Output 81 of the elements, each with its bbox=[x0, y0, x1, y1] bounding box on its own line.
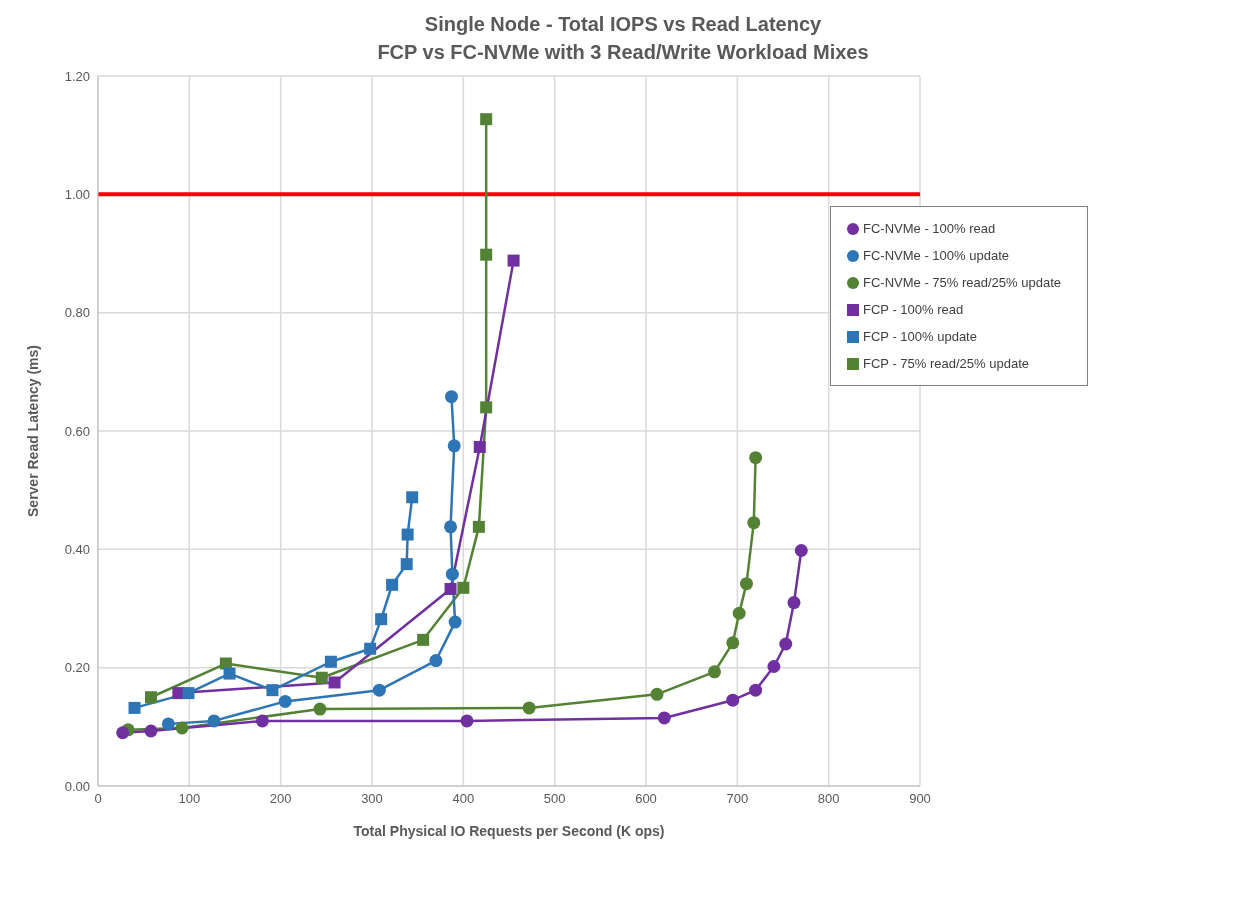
y-axis-title: Server Read Latency (ms) bbox=[24, 345, 41, 517]
point bbox=[313, 702, 327, 716]
point bbox=[144, 724, 158, 738]
y-tick-label: 1.00 bbox=[64, 186, 90, 202]
chart-title: Single Node - Total IOPS vs Read Latency bbox=[423, 12, 823, 37]
x-tick-label: 100 bbox=[178, 791, 201, 807]
point bbox=[747, 516, 761, 530]
y-tick-label: 0.60 bbox=[64, 423, 90, 439]
point bbox=[444, 390, 458, 404]
point bbox=[328, 676, 341, 689]
point bbox=[315, 671, 328, 684]
point bbox=[448, 615, 462, 629]
x-tick-label: 800 bbox=[817, 791, 840, 807]
point bbox=[726, 693, 740, 707]
point bbox=[400, 558, 413, 571]
point bbox=[429, 654, 443, 668]
y-tick-label: 0.20 bbox=[64, 660, 90, 676]
point bbox=[445, 567, 459, 581]
point bbox=[650, 687, 664, 701]
point bbox=[732, 606, 746, 620]
y-tick-label: 1.20 bbox=[64, 68, 90, 84]
chart-subtitle: FCP vs FC-NVMe with 3 Read/Write Workload Mixes bbox=[376, 40, 870, 65]
point bbox=[116, 726, 130, 740]
point bbox=[444, 520, 458, 534]
x-tick-label: 700 bbox=[726, 791, 749, 807]
point bbox=[749, 451, 763, 465]
point bbox=[128, 701, 141, 714]
point bbox=[480, 248, 493, 261]
x-tick-label: 200 bbox=[269, 791, 292, 807]
point bbox=[457, 581, 470, 594]
point bbox=[726, 636, 740, 650]
point bbox=[749, 683, 763, 697]
x-tick-label: 500 bbox=[543, 791, 566, 807]
point bbox=[401, 528, 414, 541]
point bbox=[507, 254, 520, 267]
point bbox=[406, 491, 419, 504]
point bbox=[144, 691, 157, 704]
x-tick-label: 900 bbox=[909, 791, 931, 807]
point bbox=[175, 721, 189, 735]
point bbox=[375, 613, 388, 626]
x-tick-label: 400 bbox=[452, 791, 475, 807]
point bbox=[657, 711, 671, 725]
point bbox=[480, 401, 493, 414]
point bbox=[460, 714, 474, 728]
point bbox=[739, 577, 753, 591]
y-tick-label: 0.40 bbox=[64, 541, 90, 557]
legend-label: FC-NVMe - 75% read/25% update bbox=[863, 275, 1061, 290]
legend-label: FCP - 100% read bbox=[863, 302, 964, 317]
legend-label: FCP - 100% update bbox=[863, 329, 977, 344]
point bbox=[522, 701, 536, 715]
y-tick-label: 0.80 bbox=[64, 305, 90, 321]
legend-label: FCP - 75% read/25% update bbox=[863, 356, 1029, 371]
point bbox=[223, 667, 236, 680]
y-tick-label: 0.00 bbox=[64, 778, 90, 794]
point bbox=[324, 655, 337, 668]
point bbox=[417, 633, 430, 646]
point bbox=[364, 642, 377, 655]
x-tick-label: 300 bbox=[361, 791, 383, 807]
point bbox=[779, 637, 793, 651]
point bbox=[182, 687, 195, 700]
point bbox=[787, 596, 801, 610]
point bbox=[161, 717, 175, 731]
point bbox=[480, 113, 493, 126]
point bbox=[444, 582, 457, 595]
x-tick-label: 600 bbox=[635, 791, 657, 807]
point bbox=[794, 544, 808, 558]
point bbox=[372, 683, 386, 697]
point bbox=[386, 578, 399, 591]
point bbox=[708, 665, 722, 679]
point bbox=[266, 684, 279, 697]
point bbox=[767, 659, 781, 673]
x-axis-title: Total Physical IO Requests per Second (K ops) bbox=[353, 823, 665, 839]
x-tick-label: 0 bbox=[94, 791, 102, 807]
point bbox=[255, 714, 269, 728]
point bbox=[447, 439, 461, 453]
point bbox=[472, 520, 485, 533]
point bbox=[278, 694, 292, 708]
point bbox=[473, 440, 486, 453]
legend-label: FC-NVMe - 100% update bbox=[863, 248, 1009, 263]
legend-label: FC-NVMe - 100% read bbox=[863, 221, 996, 236]
point bbox=[207, 714, 221, 728]
